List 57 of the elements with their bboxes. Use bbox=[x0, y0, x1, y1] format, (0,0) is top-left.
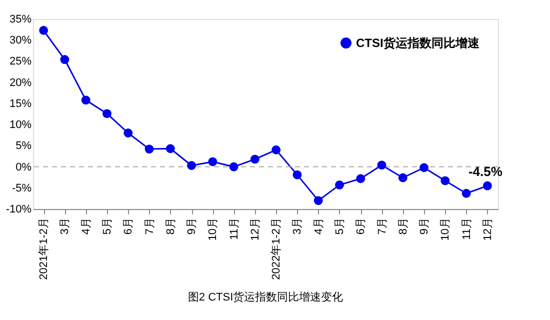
y-tick-label: 20% bbox=[9, 76, 32, 89]
point bbox=[60, 55, 70, 64]
point bbox=[377, 160, 386, 170]
y-tick-label: 25% bbox=[9, 56, 32, 68]
x-tick-label: 5月 bbox=[334, 218, 346, 235]
x-tick-label: 8月 bbox=[397, 218, 410, 235]
x-tick-label: 3月 bbox=[292, 218, 304, 235]
point bbox=[398, 173, 408, 182]
point bbox=[229, 162, 238, 172]
x-tick-label: 12月 bbox=[482, 218, 494, 241]
y-tick-label: 10% bbox=[9, 119, 32, 132]
y-tick-label: 0% bbox=[16, 161, 32, 174]
x-tick-label: 9月 bbox=[418, 218, 431, 235]
x-tick-label: 4月 bbox=[80, 218, 92, 235]
y-tick-label: 35% bbox=[9, 14, 32, 26]
legend-label: CTSI货运指数同比增速 bbox=[356, 36, 480, 50]
text: 图2 CTSI货运指数同比增速变化 bbox=[188, 290, 344, 304]
point bbox=[292, 170, 302, 180]
x-tick-label: 10月 bbox=[207, 218, 220, 241]
x-tick-label: 12月 bbox=[249, 218, 262, 241]
x-tick-label: 5月 bbox=[101, 218, 114, 235]
point bbox=[335, 180, 344, 190]
point bbox=[440, 176, 450, 186]
point bbox=[187, 161, 196, 170]
data-label: -4.5% bbox=[468, 164, 503, 179]
point bbox=[208, 157, 218, 166]
point bbox=[81, 96, 90, 105]
x-tick-label: 9月 bbox=[186, 218, 198, 235]
x-tick-label: 10月 bbox=[440, 218, 452, 241]
point bbox=[250, 154, 260, 164]
y-tick-label: 30% bbox=[9, 34, 32, 47]
x-tick-label: 2022年1-2月 bbox=[270, 218, 283, 280]
x-tick-label: 6月 bbox=[122, 218, 135, 235]
y-tick-label: 15% bbox=[9, 98, 32, 110]
x-tick-label: 11月 bbox=[228, 218, 240, 240]
point bbox=[462, 188, 471, 198]
x-tick-label: 6月 bbox=[355, 218, 368, 235]
point bbox=[166, 144, 175, 154]
x-tick-label: 2021年1-2月 bbox=[38, 218, 50, 280]
point bbox=[420, 163, 428, 172]
x-tick-label: 8月 bbox=[164, 218, 177, 235]
x-tick-label: 4月 bbox=[312, 218, 325, 235]
point bbox=[356, 174, 366, 184]
point bbox=[482, 181, 492, 190]
x-tick-label: 7月 bbox=[144, 218, 156, 235]
point bbox=[272, 145, 281, 154]
point bbox=[144, 144, 154, 154]
y-tick-label: 5% bbox=[16, 140, 32, 152]
x-tick-label: 7月 bbox=[376, 218, 388, 235]
x-tick-label: 11月 bbox=[460, 218, 473, 240]
point bbox=[314, 196, 323, 206]
y-tick-label: -5% bbox=[12, 182, 32, 194]
point bbox=[102, 109, 112, 118]
y-tick-label: -10% bbox=[6, 204, 32, 216]
point bbox=[39, 26, 48, 35]
point bbox=[124, 128, 133, 138]
x-tick-label: 3月 bbox=[59, 218, 72, 235]
